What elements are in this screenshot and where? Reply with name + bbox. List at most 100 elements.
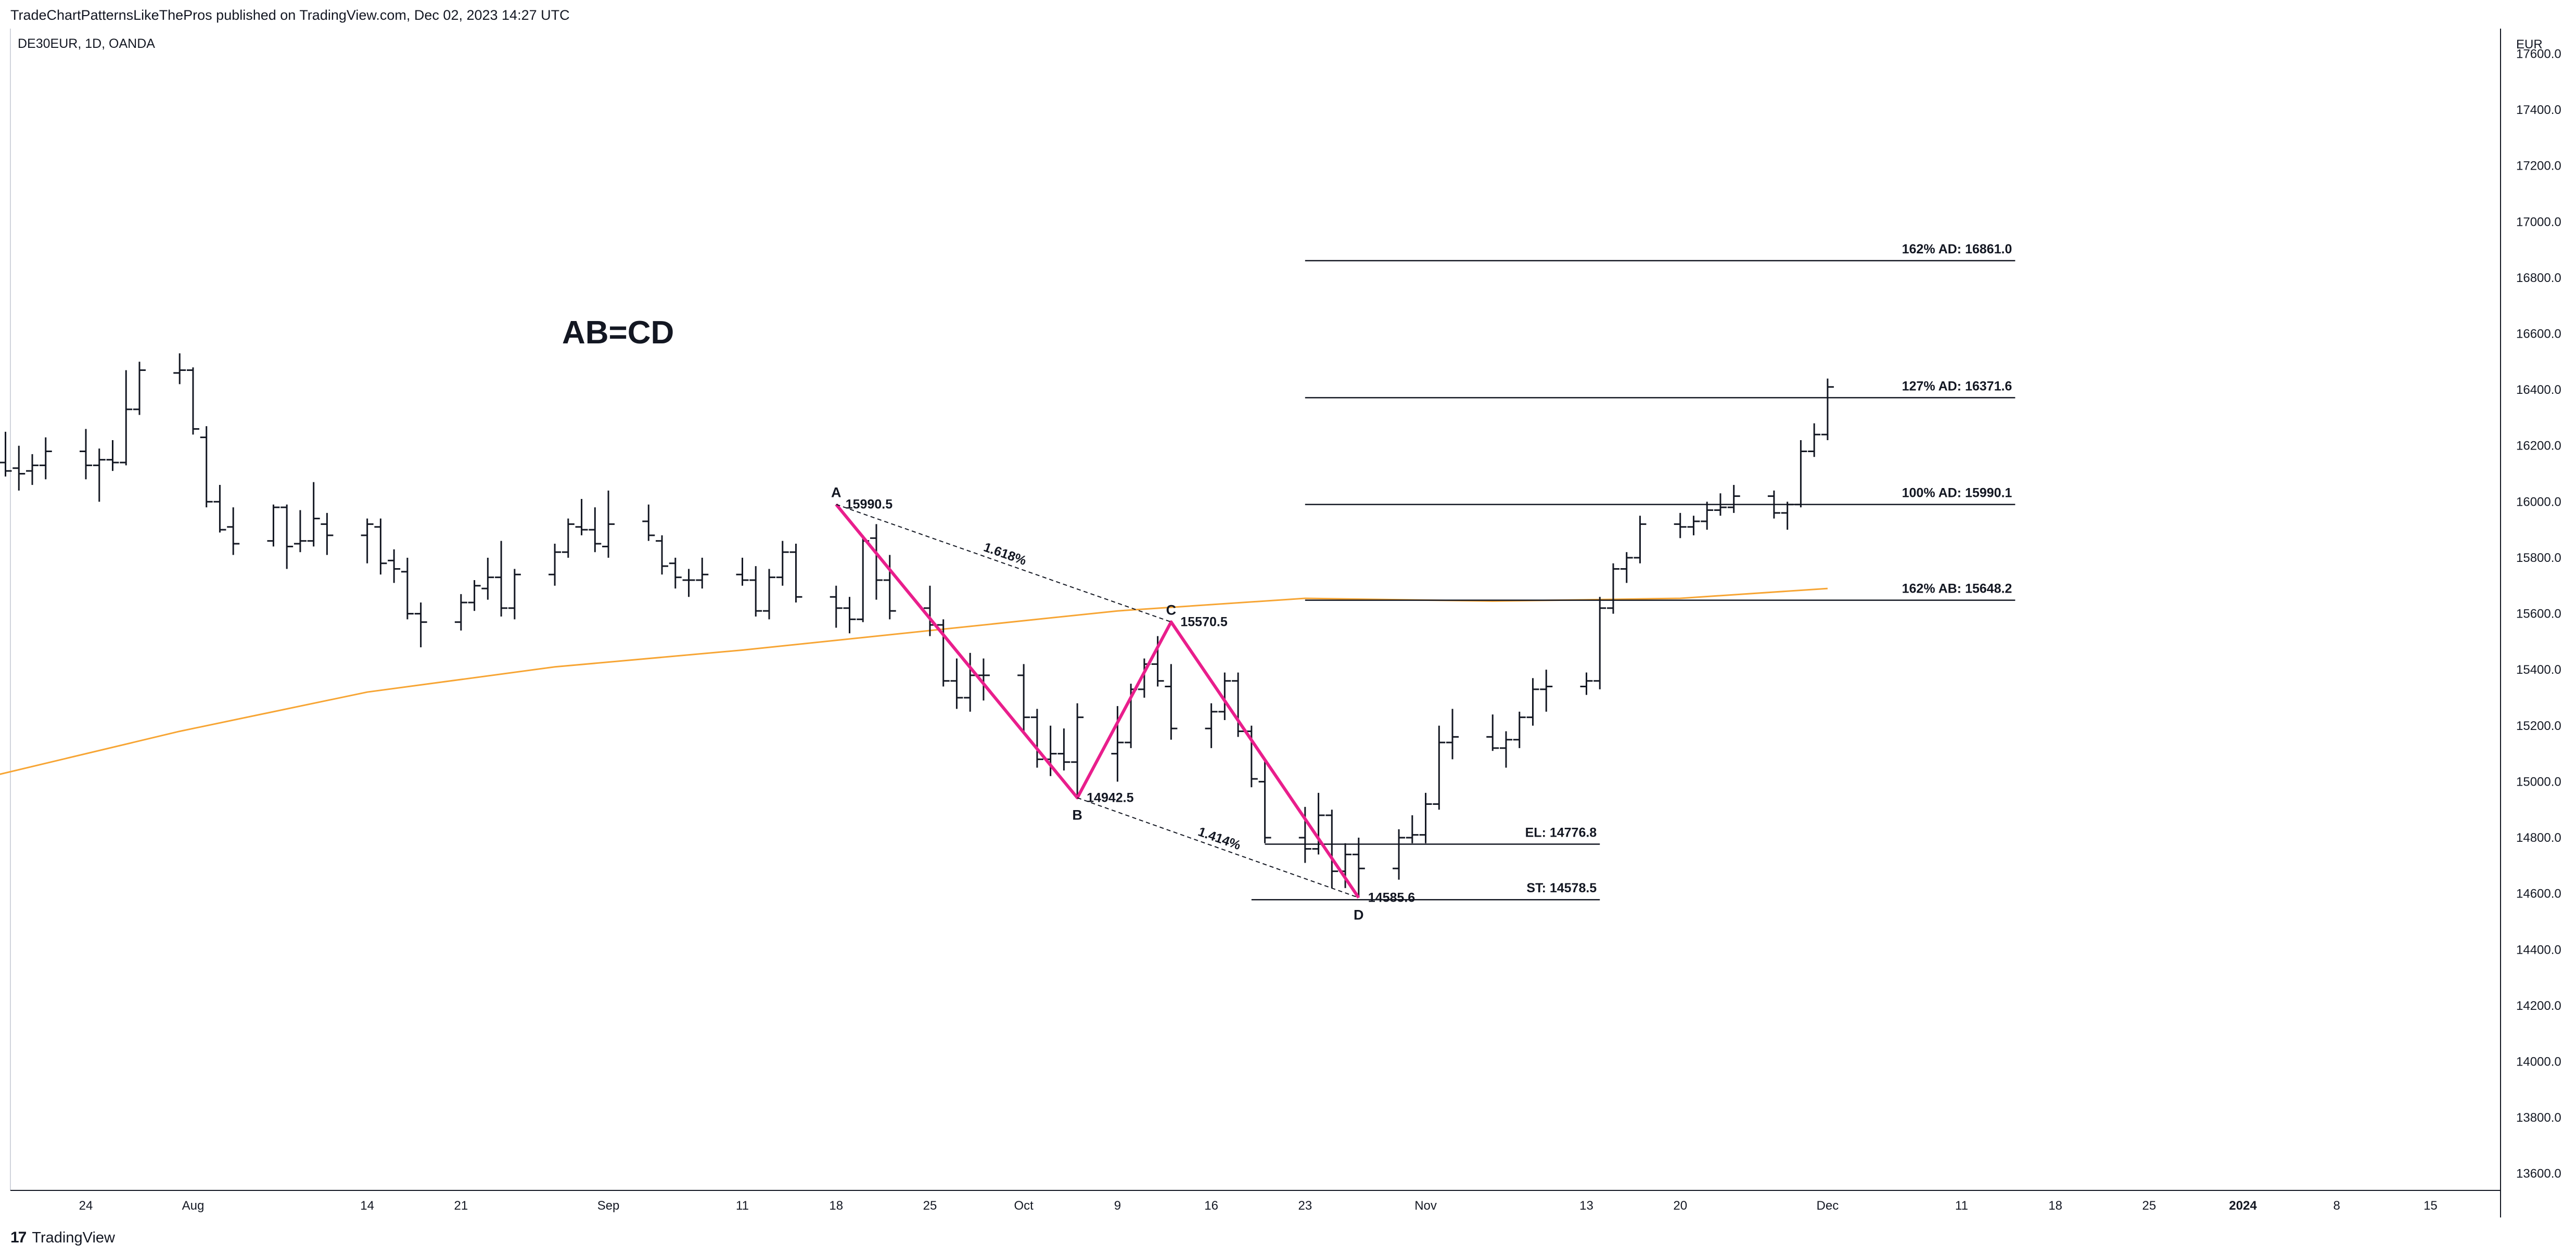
level-line: 162% AB: 15648.2 — [1305, 582, 2016, 601]
ohlc-bar — [495, 541, 508, 617]
ohlc-bar — [857, 535, 870, 622]
ohlc-bar — [562, 518, 575, 558]
time-tick-label: 25 — [923, 1199, 937, 1213]
ohlc-bar — [1540, 670, 1553, 712]
ohlc-bar — [1821, 378, 1834, 440]
ohlc-bar — [1486, 714, 1499, 751]
price-tick-label: 13600.0 — [2516, 1167, 2561, 1181]
ohlc-bar — [696, 557, 709, 589]
ohlc-bar — [39, 437, 52, 480]
ohlc-bar — [106, 440, 119, 471]
ohlc-bar — [1232, 672, 1245, 737]
ohlc-bar — [173, 353, 186, 384]
time-tick-label: 11 — [1955, 1199, 1968, 1213]
ohlc-bar — [1620, 552, 1633, 583]
ohlc-bar — [1406, 815, 1419, 843]
price-tick-label: 15600.0 — [2516, 607, 2561, 621]
pattern-point-label: A — [831, 484, 841, 500]
ohlc-bar — [93, 448, 106, 502]
chart-frame — [10, 29, 2501, 1217]
pattern-point-value: 15570.5 — [1180, 614, 1227, 629]
time-tick-label: 25 — [2142, 1199, 2156, 1213]
price-tick-label: 14400.0 — [2516, 943, 2561, 957]
time-tick-label: 18 — [829, 1199, 843, 1213]
ohlc-bar — [1727, 485, 1740, 513]
price-tick-label: 15200.0 — [2516, 719, 2561, 733]
level-line-label: EL: 14776.8 — [1525, 826, 1597, 840]
ohlc-bar — [1606, 563, 1619, 614]
level-line-label: 162% AD: 16861.0 — [1902, 242, 2012, 256]
ohlc-bar — [213, 485, 226, 533]
level-line: 127% AD: 16371.6 — [1305, 379, 2016, 399]
price-tick-label: 14200.0 — [2516, 999, 2561, 1013]
tradingview-logo-icon: 17 — [10, 1229, 27, 1246]
ohlc-bar — [950, 658, 963, 709]
ohlc-bar — [26, 454, 39, 485]
pattern-point-value: 14585.6 — [1368, 890, 1415, 905]
ohlc-bar — [12, 445, 25, 491]
ohlc-bar — [186, 367, 199, 435]
chart-title: AB=CD — [562, 315, 674, 351]
time-tick-label: Aug — [182, 1199, 205, 1213]
time-tick-label: 13 — [1579, 1199, 1593, 1213]
ohlc-bar — [388, 549, 401, 583]
ohlc-bar — [736, 557, 749, 586]
ohlc-bar — [454, 594, 467, 631]
ohlc-bar — [414, 602, 427, 648]
tradingview-brand[interactable]: 17 TradingView — [10, 1229, 115, 1247]
ohlc-bar — [763, 569, 776, 620]
ohlc-bar — [830, 585, 843, 628]
ohlc-bar — [602, 490, 615, 558]
ohlc-bar — [80, 429, 92, 480]
ohlc-bar — [227, 507, 240, 555]
ratio-dashed-line — [836, 504, 1171, 623]
price-tick-label: 16200.0 — [2516, 439, 2561, 453]
time-tick-label: 2024 — [2229, 1199, 2257, 1213]
time-tick-label: 8 — [2333, 1199, 2340, 1213]
ohlc-bar — [1151, 636, 1164, 687]
ohlc-bar — [1513, 711, 1526, 748]
ohlc-bar — [1701, 502, 1714, 530]
ohlc-bar — [280, 504, 294, 569]
time-tick-label: 20 — [1673, 1199, 1687, 1213]
pattern-point-label: D — [1354, 907, 1364, 922]
ohlc-bar — [1674, 512, 1687, 538]
ohlc-bar — [1794, 440, 1807, 508]
ohlc-bar — [1298, 806, 1311, 863]
ohlc-bar — [1446, 709, 1459, 760]
tradingview-brand-label: TradingView — [32, 1229, 115, 1246]
time-tick-label: 9 — [1114, 1199, 1121, 1213]
ohlc-bar — [200, 426, 213, 508]
ohlc-bar — [1325, 810, 1338, 888]
ohlc-bar — [669, 557, 682, 589]
time-axis[interactable]: 24 Aug 14 21 Sep 11 18 25 Oct 9 16 23 Nov 13 20 Dec 11 18… — [79, 1199, 2438, 1213]
price-axis[interactable]: 17600.0 17400.0 17200.0 17000.0 16800.0 16600… — [2516, 47, 2561, 1181]
time-tick-label: 24 — [79, 1199, 93, 1213]
ohlc-bar — [1111, 706, 1124, 782]
ohlc-bar — [1017, 664, 1030, 732]
ohlc-bar — [1339, 843, 1352, 888]
ohlc-bar — [307, 482, 320, 547]
ohlc-bar — [1352, 838, 1365, 898]
ohlc-bar — [1580, 672, 1593, 695]
ohlc-bar — [1419, 792, 1432, 843]
price-tick-label: 14800.0 — [2516, 831, 2561, 845]
pattern-point-label: B — [1072, 807, 1082, 823]
ohlc-bar — [1500, 731, 1513, 768]
price-tick-label: 15000.0 — [2516, 775, 2561, 789]
price-tick-label: 15400.0 — [2516, 663, 2561, 677]
ohlc-bar — [656, 535, 669, 575]
price-tick-label: 17400.0 — [2516, 103, 2561, 117]
time-tick-label: Dec — [1817, 1199, 1839, 1213]
price-tick-label: 14600.0 — [2516, 887, 2561, 901]
level-line: 100% AD: 15990.1 — [1305, 486, 2016, 505]
ohlc-bar — [749, 566, 762, 617]
ohlc-bar — [481, 557, 494, 600]
price-tick-label: 17600.0 — [2516, 47, 2561, 61]
time-tick-label: 23 — [1298, 1199, 1312, 1213]
symbol-label[interactable]: DE30EUR, 1D, OANDA — [18, 36, 155, 51]
ohlc-bar — [321, 512, 334, 555]
time-tick-label: Nov — [1414, 1199, 1437, 1213]
